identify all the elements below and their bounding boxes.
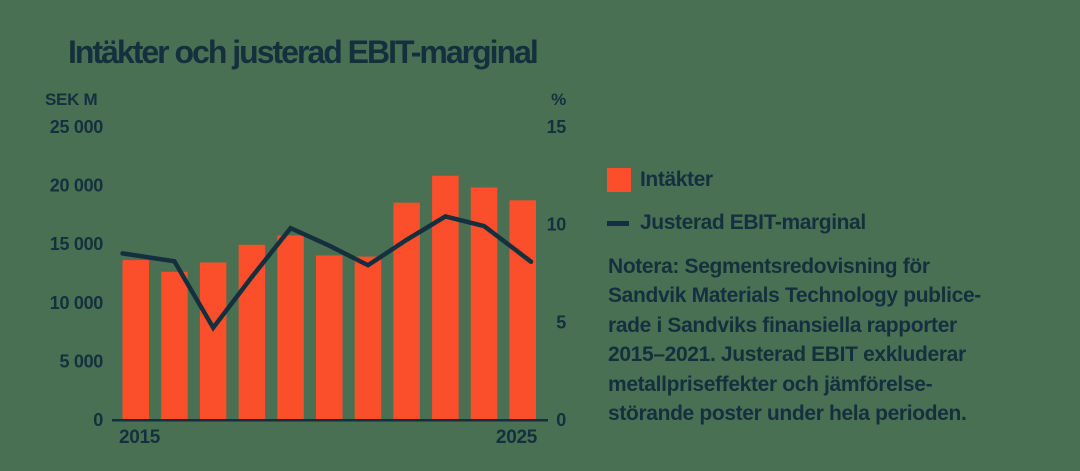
legend-label-revenue: Intäkter <box>640 168 713 191</box>
left-axis-tick-25000: 25 000 <box>50 117 104 137</box>
chart-legend: Intäkter Justerad EBIT-marginal <box>607 168 866 254</box>
legend-item-ebit-margin: Justerad EBIT-marginal <box>607 211 866 235</box>
ebit-margin-swatch-box <box>607 220 631 226</box>
right-axis-unit-label: % <box>551 90 566 109</box>
x-axis-label-2015: 2015 <box>119 427 161 448</box>
revenue-bar-2019 <box>277 235 304 421</box>
ebit-margin-swatch-icon <box>607 220 629 226</box>
left-axis-tick-15000: 15 000 <box>50 234 104 254</box>
revenue-bar-2023 <box>432 175 459 421</box>
ebit-margin-line <box>120 213 534 332</box>
revenue-ebit-margin-chart: 25 000 20 000 15 000 10 000 5 000 0 15 10 5 0 2015… <box>50 117 567 448</box>
left-axis-tick-5000: 5 000 <box>59 351 103 371</box>
revenue-bar-2021 <box>354 256 382 421</box>
revenue-bar-2015 <box>122 260 149 421</box>
footnote-line: rade i Sandviks finansiella rapporter <box>608 313 957 337</box>
right-axis-tick-15: 15 <box>547 117 567 137</box>
revenue-bar-2018 <box>238 244 266 421</box>
revenue-bar-2017 <box>199 262 227 421</box>
revenue-swatch-icon <box>607 168 631 192</box>
right-axis-tick-0: 0 <box>556 410 566 430</box>
right-axis-tick-10: 10 <box>547 215 567 235</box>
left-axis-tick-0: 0 <box>93 410 103 430</box>
footnote-line: störande poster under hela perioden. <box>608 402 967 426</box>
footnote-line: Notera: Segmentsredovisning för <box>608 255 930 278</box>
legend-label-ebit-margin: Justerad EBIT-marginal <box>640 211 866 234</box>
revenue-bar-2020 <box>316 255 343 421</box>
revenue-bar-2025 <box>509 200 536 421</box>
footnote-line: Sandvik Materials Technology publice- <box>608 284 981 308</box>
footnote-line: metallpriseffekter och jämförelse- <box>608 372 933 396</box>
left-axis-tick-20000: 20 000 <box>50 176 104 196</box>
revenue-bar-2016 <box>161 271 188 421</box>
footnote: Notera: Segmentsredovisning för Sandvik … <box>608 252 1068 428</box>
left-axis-unit-label: SEK M <box>45 90 98 109</box>
left-axis-tick-10000: 10 000 <box>50 293 104 313</box>
revenue-swatch-box <box>607 168 631 192</box>
footnote-line: 2015–2021. Justerad EBIT exkluderar <box>608 343 966 367</box>
right-axis-tick-5: 5 <box>556 312 566 332</box>
x-axis-label-2025: 2025 <box>496 427 538 448</box>
legend-item-revenue: Intäkter <box>607 168 866 192</box>
chart-title: Intäkter och justerad EBIT-marginal <box>68 34 539 70</box>
